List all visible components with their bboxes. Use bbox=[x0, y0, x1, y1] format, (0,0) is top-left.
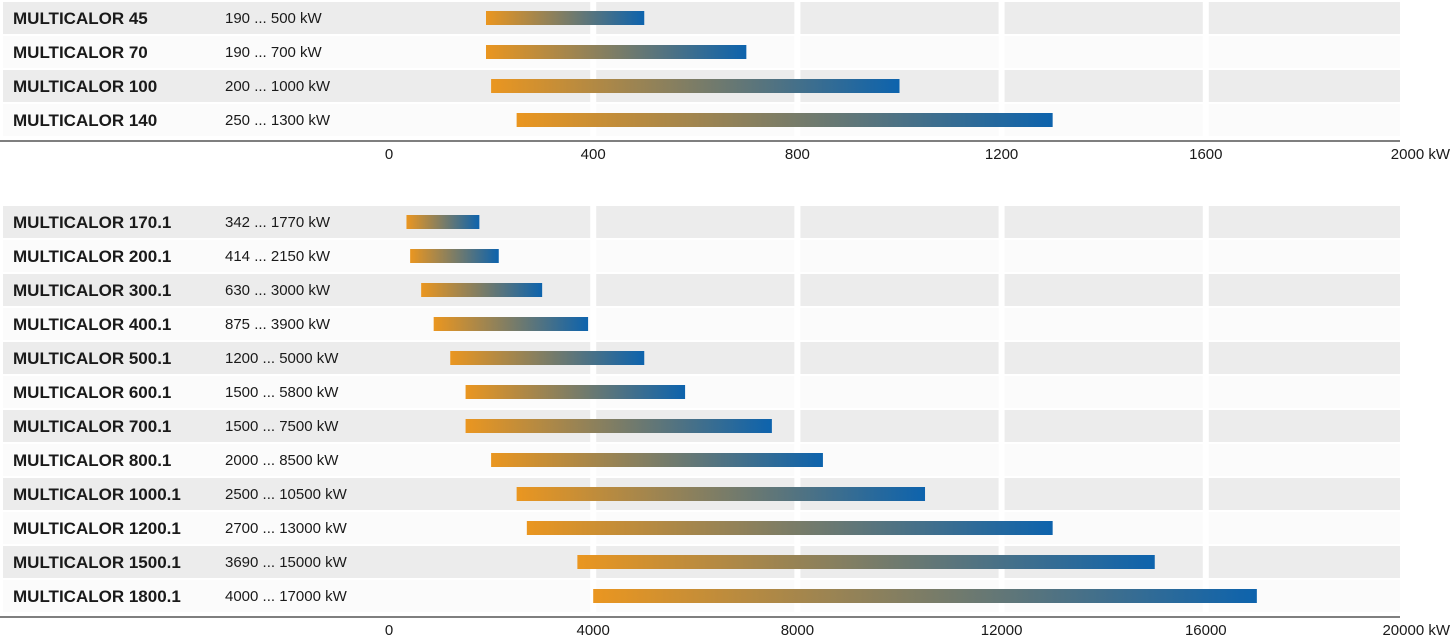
model-name-label: MULTICALOR 140 bbox=[13, 111, 157, 130]
range-bar bbox=[410, 249, 499, 263]
x-tick-label: 800 bbox=[785, 146, 810, 163]
power-range-label: 875 ... 3900 kW bbox=[225, 316, 331, 333]
range-bar bbox=[406, 215, 480, 229]
power-range-label: 3690 ... 15000 kW bbox=[225, 554, 348, 571]
row-background bbox=[3, 376, 1400, 408]
model-name-label: MULTICALOR 45 bbox=[13, 9, 148, 28]
row-background bbox=[3, 308, 1400, 340]
x-tick-label: 1200 bbox=[985, 146, 1018, 163]
row-background bbox=[3, 240, 1400, 272]
x-tick-label: 8000 bbox=[781, 622, 814, 637]
x-tick-label: 4000 bbox=[577, 622, 610, 637]
range-bar bbox=[433, 317, 589, 331]
row-background bbox=[3, 2, 1400, 34]
model-name-label: MULTICALOR 70 bbox=[13, 43, 148, 62]
x-tick-label: 0 bbox=[385, 146, 393, 163]
range-bar bbox=[465, 385, 686, 399]
model-name-label: MULTICALOR 200.1 bbox=[13, 247, 171, 266]
model-name-label: MULTICALOR 800.1 bbox=[13, 451, 171, 470]
chart-panel-small-range: MULTICALOR 45 190 ... 500 kW MULTICALOR 70… bbox=[0, 2, 1451, 163]
range-bar bbox=[516, 113, 1053, 127]
power-range-label: 1500 ... 5800 kW bbox=[225, 384, 339, 401]
range-bar bbox=[526, 521, 1053, 535]
model-name-label: MULTICALOR 1800.1 bbox=[13, 587, 181, 606]
row-background bbox=[3, 274, 1400, 306]
power-range-label: 2000 ... 8500 kW bbox=[225, 452, 339, 469]
power-range-label: 630 ... 3000 kW bbox=[225, 282, 331, 299]
power-range-label: 200 ... 1000 kW bbox=[225, 78, 331, 95]
range-bar bbox=[577, 555, 1155, 569]
model-name-label: MULTICALOR 300.1 bbox=[13, 281, 171, 300]
model-name-label: MULTICALOR 400.1 bbox=[13, 315, 171, 334]
x-tick-label: 16000 bbox=[1185, 622, 1227, 637]
power-range-label: 190 ... 700 kW bbox=[225, 44, 323, 61]
power-range-label: 190 ... 500 kW bbox=[225, 10, 323, 27]
row-background bbox=[3, 206, 1400, 238]
range-bar bbox=[485, 45, 747, 59]
chart-panel-large-range: MULTICALOR 170.1 342 ... 1770 kW MULTICALO… bbox=[0, 206, 1451, 637]
range-bar bbox=[593, 589, 1257, 603]
range-bar bbox=[516, 487, 926, 501]
model-name-label: MULTICALOR 1200.1 bbox=[13, 519, 181, 538]
x-tick-label: 1600 bbox=[1189, 146, 1222, 163]
power-range-label: 342 ... 1770 kW bbox=[225, 214, 331, 231]
model-name-label: MULTICALOR 500.1 bbox=[13, 349, 171, 368]
model-name-label: MULTICALOR 700.1 bbox=[13, 417, 171, 436]
power-range-label: 250 ... 1300 kW bbox=[225, 112, 331, 129]
power-range-label: 414 ... 2150 kW bbox=[225, 248, 331, 265]
power-range-label: 2500 ... 10500 kW bbox=[225, 486, 348, 503]
range-bar bbox=[465, 419, 772, 433]
model-name-label: MULTICALOR 1000.1 bbox=[13, 485, 181, 504]
x-tick-label: 20000 kW bbox=[1382, 622, 1450, 637]
row-background bbox=[3, 342, 1400, 374]
power-range-label: 2700 ... 13000 kW bbox=[225, 520, 348, 537]
range-bar bbox=[421, 283, 543, 297]
range-bar bbox=[491, 453, 823, 467]
range-bar bbox=[450, 351, 645, 365]
x-tick-label: 400 bbox=[581, 146, 606, 163]
model-name-label: MULTICALOR 170.1 bbox=[13, 213, 171, 232]
model-name-label: MULTICALOR 600.1 bbox=[13, 383, 171, 402]
model-name-label: MULTICALOR 1500.1 bbox=[13, 553, 181, 572]
range-bar bbox=[491, 79, 900, 93]
power-range-label: 1200 ... 5000 kW bbox=[225, 350, 339, 367]
x-tick-label: 2000 kW bbox=[1391, 146, 1451, 163]
power-range-label: 4000 ... 17000 kW bbox=[225, 588, 348, 605]
range-bar bbox=[485, 11, 645, 25]
model-name-label: MULTICALOR 100 bbox=[13, 77, 157, 96]
x-tick-label: 0 bbox=[385, 622, 393, 637]
x-tick-label: 12000 bbox=[981, 622, 1023, 637]
power-range-label: 1500 ... 7500 kW bbox=[225, 418, 339, 435]
